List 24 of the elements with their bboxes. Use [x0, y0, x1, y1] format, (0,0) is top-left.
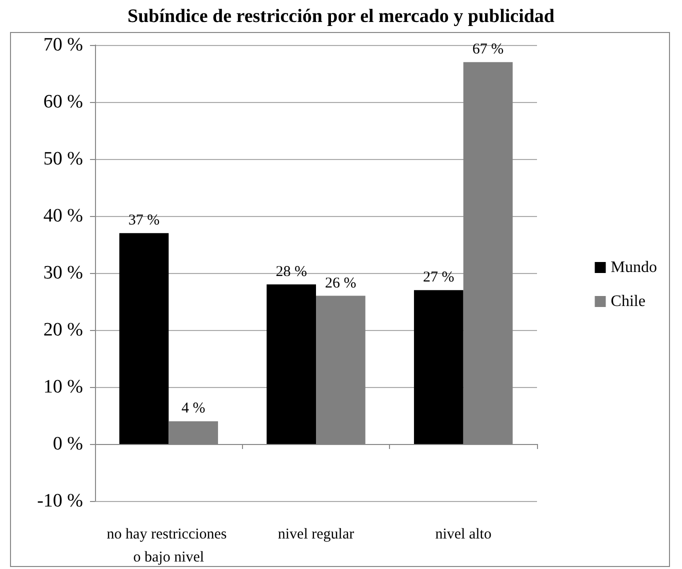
legend-label: Mundo: [610, 259, 658, 276]
legend-label: Chile: [610, 293, 646, 310]
bar: [266, 284, 316, 444]
bar: [119, 233, 169, 444]
y-tick-label: 20 %: [43, 320, 84, 340]
y-tick-label: 70 %: [43, 34, 84, 56]
bar: [414, 290, 464, 444]
x-tick-label: nivel alto: [435, 526, 492, 542]
y-tick-label: 30 %: [43, 262, 84, 284]
x-tick-label: no hay restricciones o bajo nivel: [106, 526, 231, 566]
data-label: 28 %: [276, 264, 307, 280]
y-tick-label: 40 %: [43, 206, 84, 226]
x-tick-label: nivel regular: [278, 526, 354, 542]
y-tick-label: 60 %: [43, 92, 84, 112]
data-label: 26 %: [325, 275, 356, 292]
y-tick-label: 10 %: [43, 376, 84, 398]
y-tick-label: -10 %: [37, 490, 84, 512]
data-label: 4 %: [181, 400, 206, 417]
data-label: 37 %: [128, 212, 160, 229]
y-tick-label: 0 %: [52, 434, 84, 454]
data-label: 27 %: [423, 270, 454, 286]
chart-title: Subíndice de restricción por el mercado y publicidad: [128, 6, 555, 27]
y-tick-label: 50 %: [43, 148, 84, 170]
data-label: 67 %: [472, 42, 504, 58]
